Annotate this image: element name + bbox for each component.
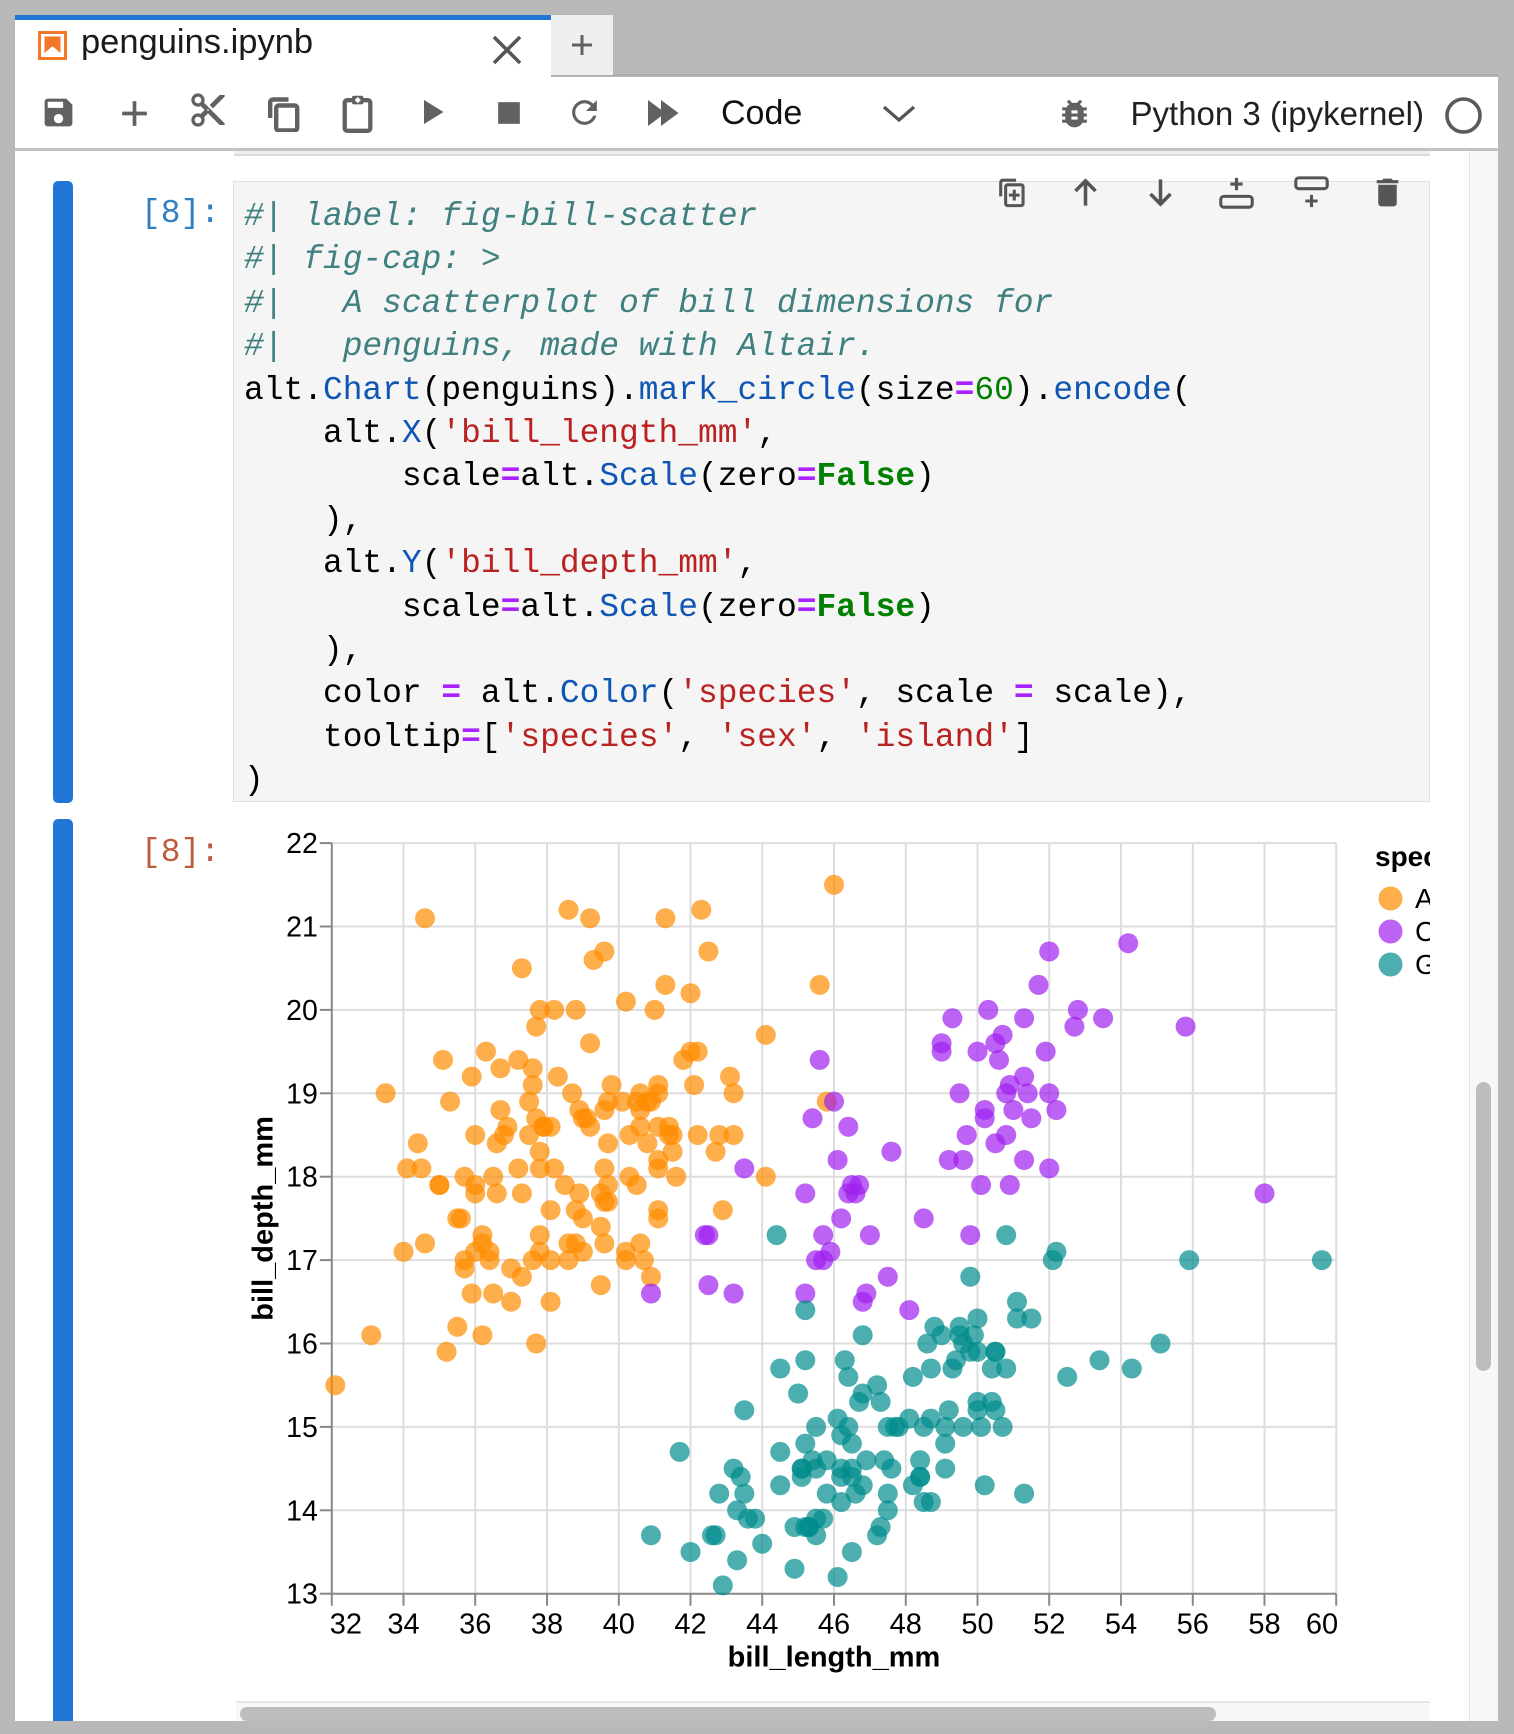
svg-text:Adelie: Adelie [1415, 883, 1430, 914]
svg-text:20: 20 [286, 995, 318, 1027]
svg-text:species: species [1375, 841, 1430, 872]
svg-text:42: 42 [674, 1609, 706, 1641]
svg-text:58: 58 [1248, 1609, 1280, 1641]
svg-text:34: 34 [387, 1609, 419, 1641]
svg-text:54: 54 [1105, 1609, 1137, 1641]
svg-text:bill_length_mm: bill_length_mm [728, 1642, 941, 1674]
svg-text:13: 13 [286, 1579, 318, 1611]
svg-text:50: 50 [961, 1609, 993, 1641]
svg-text:14: 14 [286, 1495, 318, 1527]
svg-text:40: 40 [603, 1609, 635, 1641]
svg-text:44: 44 [746, 1609, 778, 1641]
svg-text:38: 38 [531, 1609, 563, 1641]
svg-text:15: 15 [286, 1412, 318, 1444]
svg-text:22: 22 [286, 828, 318, 860]
svg-text:17: 17 [286, 1245, 318, 1277]
svg-text:60: 60 [1306, 1609, 1338, 1641]
svg-text:46: 46 [818, 1609, 850, 1641]
svg-text:56: 56 [1177, 1609, 1209, 1641]
svg-text:48: 48 [890, 1609, 922, 1641]
svg-text:32: 32 [330, 1609, 362, 1641]
svg-text:36: 36 [459, 1609, 491, 1641]
svg-text:52: 52 [1033, 1609, 1065, 1641]
svg-text:Gentoo: Gentoo [1415, 949, 1430, 980]
svg-text:18: 18 [286, 1162, 318, 1194]
svg-text:bill_depth_mm: bill_depth_mm [248, 1116, 280, 1321]
svg-text:21: 21 [286, 912, 318, 944]
svg-text:19: 19 [286, 1078, 318, 1110]
svg-text:16: 16 [286, 1329, 318, 1361]
svg-text:Chinstrap: Chinstrap [1415, 916, 1430, 947]
